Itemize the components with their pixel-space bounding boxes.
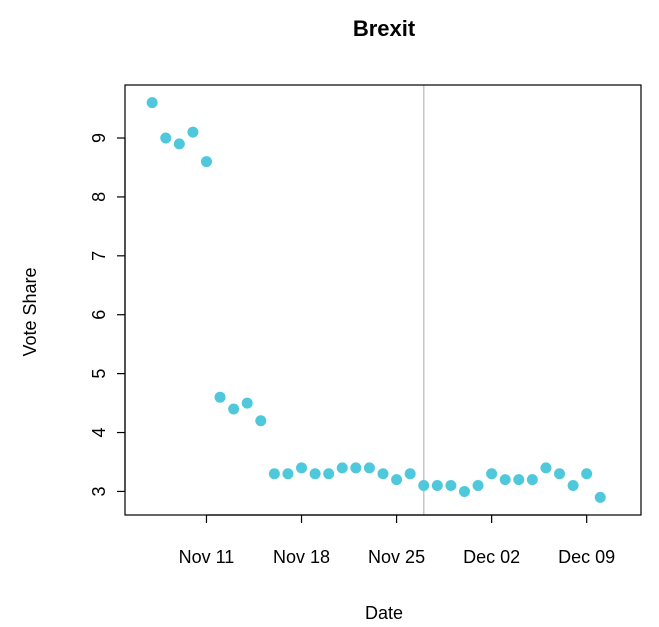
- data-point: [472, 480, 484, 492]
- data-point: [377, 468, 389, 480]
- x-tick-label: Nov 25: [368, 547, 425, 567]
- data-point: [228, 403, 240, 415]
- data-point: [255, 415, 267, 427]
- data-point: [513, 474, 525, 486]
- data-point: [526, 474, 538, 486]
- y-tick-label: 9: [89, 133, 109, 143]
- y-tick-label: 5: [89, 369, 109, 379]
- data-point: [268, 468, 280, 480]
- data-point: [146, 97, 158, 109]
- data-point: [173, 138, 185, 150]
- x-axis: Nov 11 Nov 18 Nov 25 Dec 02 Dec 09: [179, 514, 615, 567]
- data-point: [567, 480, 579, 492]
- data-point: [350, 462, 362, 474]
- data-point: [499, 474, 511, 486]
- x-tick-label: Dec 02: [463, 547, 520, 567]
- data-point: [458, 485, 470, 497]
- data-point: [241, 397, 253, 409]
- plot-area: [124, 84, 642, 516]
- data-point: [282, 468, 294, 480]
- y-tick-label: 3: [89, 486, 109, 496]
- data-point: [336, 462, 348, 474]
- data-point: [323, 468, 335, 480]
- data-point: [187, 126, 199, 138]
- chart-title: Brexit: [353, 16, 416, 41]
- plot-frame: [124, 84, 642, 516]
- data-point: [431, 480, 443, 492]
- data-point: [594, 491, 606, 503]
- data-point: [200, 156, 212, 168]
- data-point: [404, 468, 416, 480]
- x-tick-label: Nov 18: [273, 547, 330, 567]
- x-axis-label: Date: [365, 603, 403, 623]
- y-axis-label: Vote Share: [20, 267, 40, 356]
- data-point: [309, 468, 321, 480]
- data-point: [486, 468, 498, 480]
- y-tick-label: 4: [89, 428, 109, 438]
- y-tick-label: 8: [89, 192, 109, 202]
- x-tick-label: Nov 11: [179, 547, 235, 567]
- data-point: [540, 462, 552, 474]
- data-point: [445, 480, 457, 492]
- data-points: [146, 97, 606, 503]
- data-point: [363, 462, 375, 474]
- y-tick-label: 6: [89, 310, 109, 320]
- data-point: [160, 132, 172, 144]
- data-point: [554, 468, 566, 480]
- data-point: [581, 468, 593, 480]
- y-axis: 3 4 5 6 7 8 9: [89, 133, 126, 496]
- x-tick-label: Dec 09: [558, 547, 615, 567]
- data-point: [391, 474, 403, 486]
- data-point: [214, 391, 226, 403]
- data-point: [418, 480, 430, 492]
- data-point: [296, 462, 308, 474]
- y-tick-label: 7: [89, 251, 109, 261]
